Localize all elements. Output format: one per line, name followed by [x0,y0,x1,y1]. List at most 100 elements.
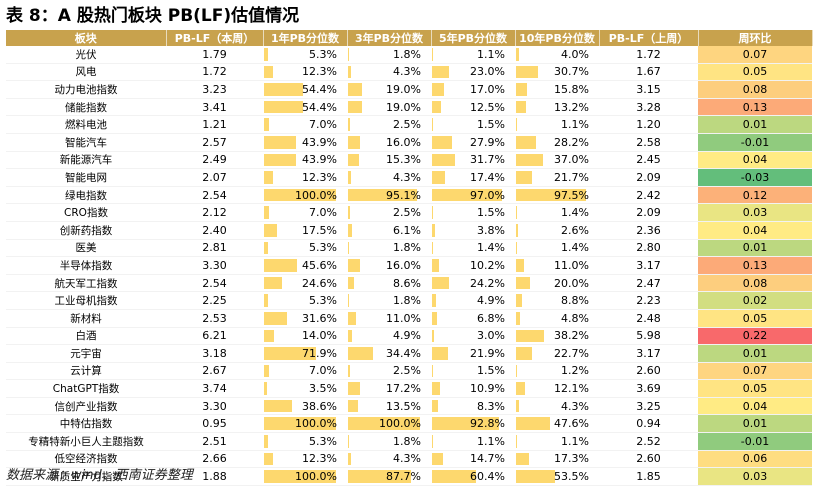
percentile-value: 11.0% [554,258,589,272]
percentile-p1-cell: 54.4% [263,98,347,117]
weekly-change-cell: -0.03 [698,168,812,187]
weekly-change-cell: 0.05 [698,379,812,398]
pb-previous-cell: 2.09 [599,203,698,222]
percentile-value: 1.8% [393,434,421,448]
percentile-value: 12.3% [302,452,337,466]
weekly-change-cell: 0.13 [698,98,812,117]
percentile-value: 10.2% [470,258,505,272]
sector-name-cell: 中特估指数 [6,414,166,434]
header-pct-10y: 10年PB分位数 [515,30,600,46]
percentile-bar [432,311,437,325]
percentile-p5-cell: 8.3% [431,397,515,416]
percentile-p10-cell: 47.6% [515,414,599,434]
percentile-bar [432,153,455,167]
percentile-value: 21.7% [554,170,589,184]
pb-current-cell: 2.67 [166,362,263,381]
table-row: CRO指数 2.12 7.0% 2.5% 1.5% 1.4% 2.09 0.03 [6,203,812,222]
percentile-value: 11.0% [386,311,421,325]
percentile-bar [264,364,269,378]
pb-previous-cell: 2.60 [599,450,698,469]
sector-name-cell: 云计算 [6,362,166,381]
pb-current-cell: 2.81 [166,239,263,258]
percentile-value: 8.6% [393,276,421,290]
percentile-bar [264,452,273,466]
percentile-bar [348,417,420,431]
percentile-bar [264,417,336,431]
percentile-value: 7.0% [309,364,337,378]
percentile-bar [432,48,433,61]
percentile-bar [264,311,287,325]
percentile-value: 5.3% [309,47,337,61]
percentile-p3-cell: 16.0% [347,256,431,275]
pb-previous-cell: 2.42 [599,186,698,205]
percentile-bar [516,100,526,114]
percentile-bar [264,259,297,272]
percentile-bar [432,435,433,448]
percentile-bar [348,347,373,360]
weekly-change-cell: 0.07 [698,46,812,64]
percentile-bar [516,311,520,325]
percentile-bar [264,399,292,413]
percentile-value: 43.9% [302,135,337,149]
percentile-p5-cell: 27.9% [431,133,515,152]
percentile-p10-cell: 17.3% [515,450,599,469]
percentile-value: 1.4% [561,241,589,255]
percentile-p3-cell: 100.0% [347,414,431,434]
percentile-value: 1.5% [477,118,505,132]
percentile-p5-cell: 10.9% [431,379,515,398]
percentile-bar [348,48,350,61]
sector-name-cell: 工业母机指数 [6,291,166,310]
pb-previous-cell: 1.20 [599,115,698,134]
percentile-p10-cell: 4.0% [515,46,599,64]
percentile-value: 1.5% [477,364,505,378]
percentile-p10-cell: 21.7% [515,168,599,187]
weekly-change-cell: 0.01 [698,239,812,258]
percentile-p10-cell: 12.1% [515,379,599,398]
percentile-value: 17.5% [302,223,337,237]
percentile-p5-cell: 1.4% [431,239,515,258]
percentile-bar [264,118,269,131]
percentile-value: 100.0% [295,417,337,431]
pb-current-cell: 3.30 [166,256,263,275]
percentile-value: 1.8% [393,241,421,255]
percentile-p10-cell: 37.0% [515,151,599,170]
pb-current-cell: 1.21 [166,115,263,134]
percentile-bar [432,276,450,290]
percentile-value: 54.4% [302,100,337,114]
percentile-bar [432,241,433,255]
percentile-value: 5.3% [309,241,337,255]
percentile-bar [516,223,518,237]
source-note: 数据来源：wind、西南证券整理 [6,468,193,483]
percentile-p3-cell: 1.8% [347,432,431,451]
percentile-value: 14.7% [470,452,505,466]
percentile-value: 30.7% [554,65,589,79]
sector-name-cell: 新材料 [6,309,166,328]
percentile-p3-cell: 34.4% [347,344,431,363]
pb-current-cell: 2.54 [166,186,263,205]
percentile-bar [348,171,352,184]
percentile-bar [264,83,304,96]
sector-name-cell: 低空经济指数 [6,450,166,469]
percentile-value: 24.6% [302,276,337,290]
percentile-p3-cell: 4.9% [347,327,431,346]
percentile-p1-cell: 12.3% [263,63,347,82]
table-row: ChatGPT指数 3.74 3.5% 17.2% 10.9% 12.1% 3.69 0.05 [6,379,812,398]
percentile-p10-cell: 38.2% [515,327,599,346]
percentile-value: 87.7% [386,470,421,484]
percentile-bar [348,259,360,272]
percentile-p5-cell: 10.2% [431,256,515,275]
percentile-bar [348,153,359,167]
percentile-value: 100.0% [379,417,421,431]
percentile-value: 4.9% [477,294,505,308]
pb-current-cell: 3.23 [166,80,263,99]
pb-previous-cell: 2.52 [599,432,698,451]
sector-name-cell: 信创产业指数 [6,397,166,416]
percentile-p5-cell: 60.4% [431,467,515,486]
sector-name-cell: 新能源汽车 [6,151,166,170]
percentile-value: 2.5% [393,364,421,378]
percentile-bar [348,118,350,131]
percentile-value: 6.1% [393,223,421,237]
table-header-row: 板块 PB-LF（本周） 1年PB分位数 3年PB分位数 5年PB分位数 10年… [6,30,813,46]
header-sector: 板块 [6,30,167,46]
percentile-bar [432,188,502,202]
